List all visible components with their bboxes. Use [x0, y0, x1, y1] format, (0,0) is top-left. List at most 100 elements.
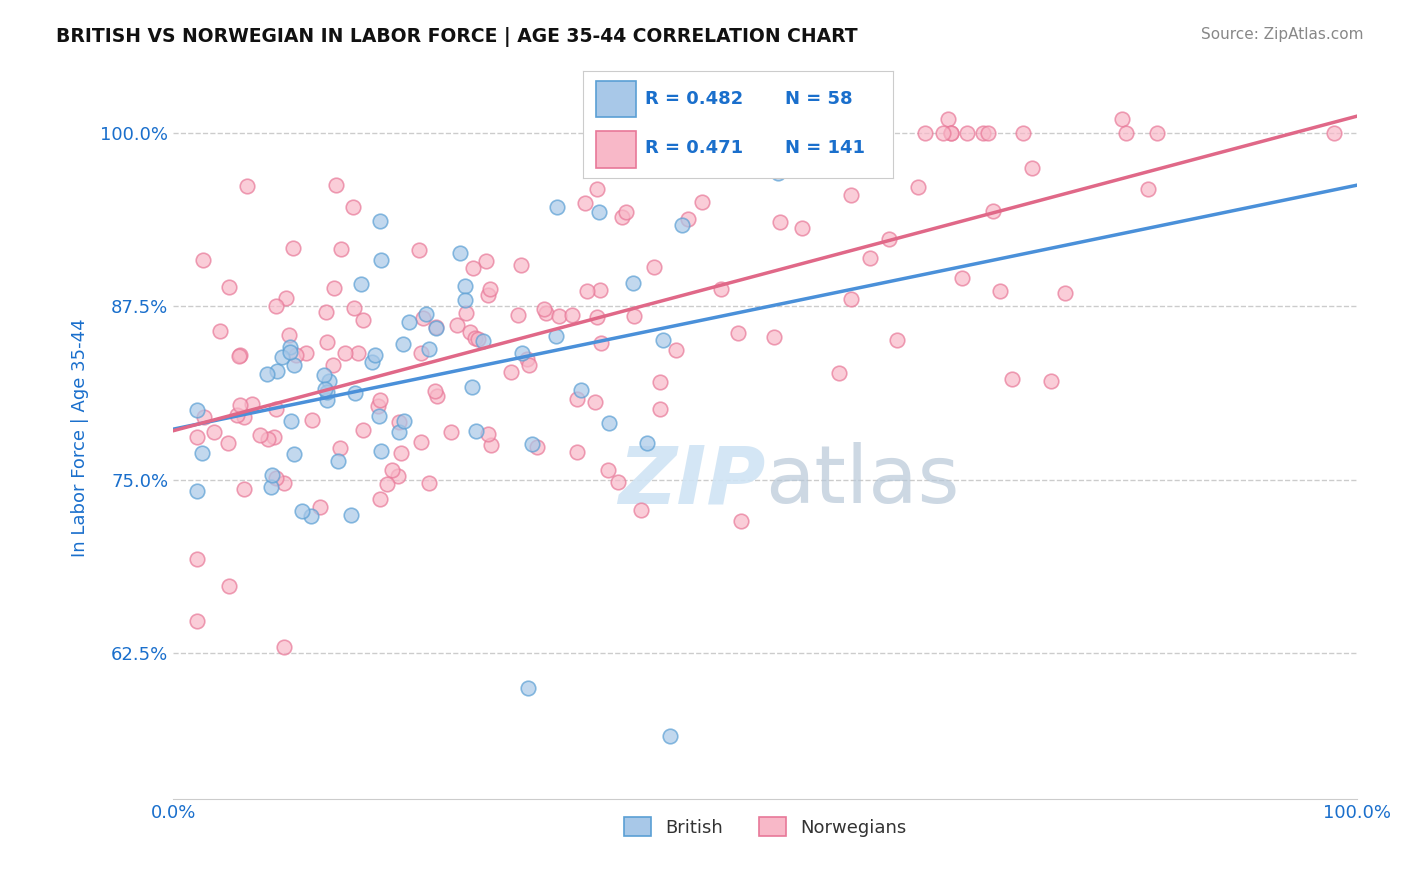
Point — [479, 438, 502, 452]
Point — [322, 358, 344, 372]
Point — [361, 355, 384, 369]
Text: Source: ZipAtlas.com: Source: ZipAtlas.com — [1201, 27, 1364, 42]
Point — [186, 483, 208, 498]
FancyBboxPatch shape — [596, 81, 636, 118]
Text: atlas: atlas — [765, 442, 959, 520]
Point — [769, 215, 792, 229]
Point — [818, 126, 841, 140]
Point — [202, 425, 225, 439]
Point — [565, 392, 588, 406]
Point — [229, 348, 252, 362]
Point — [636, 435, 658, 450]
Point — [392, 414, 415, 428]
Point — [586, 182, 609, 196]
Point — [650, 376, 672, 390]
Point — [763, 330, 786, 344]
Text: ZIP: ZIP — [617, 442, 765, 520]
Point — [273, 640, 295, 654]
Point — [477, 427, 499, 442]
Point — [368, 214, 391, 228]
Point — [1011, 126, 1033, 140]
Point — [352, 313, 374, 327]
Point — [546, 329, 568, 343]
Point — [790, 221, 813, 235]
Point — [648, 402, 671, 417]
Point — [257, 432, 280, 446]
Point — [295, 346, 318, 360]
Point — [598, 463, 620, 477]
Point — [283, 358, 305, 372]
Point — [859, 251, 882, 265]
Point — [344, 385, 367, 400]
Point — [517, 681, 540, 695]
Point — [516, 352, 538, 367]
Point — [461, 380, 484, 394]
Point — [408, 243, 430, 257]
Point — [956, 126, 979, 140]
Point — [343, 301, 366, 315]
Point — [415, 307, 437, 321]
Point — [574, 196, 596, 211]
Point — [309, 500, 332, 514]
Point — [534, 306, 557, 320]
Point — [347, 346, 370, 360]
Point — [281, 241, 304, 255]
Point — [389, 445, 412, 459]
Point — [458, 326, 481, 340]
Point — [325, 178, 347, 192]
Text: R = 0.471: R = 0.471 — [645, 139, 744, 157]
Point — [208, 324, 231, 338]
Point — [464, 331, 486, 345]
Point — [391, 337, 413, 351]
Text: BRITISH VS NORWEGIAN IN LABOR FORCE | AGE 35-44 CORRELATION CHART: BRITISH VS NORWEGIAN IN LABOR FORCE | AG… — [56, 27, 858, 46]
Legend: British, Norwegians: British, Norwegians — [616, 810, 914, 844]
Point — [1137, 182, 1160, 196]
FancyBboxPatch shape — [596, 131, 636, 168]
Point — [249, 428, 271, 442]
Point — [236, 178, 259, 193]
Point — [191, 253, 214, 268]
Point — [271, 351, 294, 365]
Point — [264, 470, 287, 484]
Point — [349, 277, 371, 291]
Point — [472, 334, 495, 348]
Point — [186, 552, 208, 566]
Point — [280, 340, 302, 354]
Point — [877, 232, 900, 246]
Point — [284, 348, 307, 362]
Point — [886, 333, 908, 347]
Point — [939, 126, 962, 140]
Point — [339, 508, 361, 523]
Point — [423, 384, 446, 398]
Point — [342, 200, 364, 214]
Point — [475, 254, 498, 268]
Point — [589, 335, 612, 350]
Point — [412, 310, 434, 325]
Point — [318, 374, 340, 388]
Point — [839, 293, 862, 307]
Point — [225, 408, 247, 422]
Point — [776, 126, 799, 140]
Point — [690, 194, 713, 209]
Point — [274, 291, 297, 305]
Point — [988, 284, 1011, 298]
Point — [1001, 372, 1024, 386]
Point — [218, 280, 240, 294]
Point — [630, 502, 652, 516]
Point — [623, 309, 645, 323]
Point — [322, 281, 344, 295]
Point — [190, 446, 212, 460]
Point — [316, 392, 339, 407]
Point — [727, 326, 749, 340]
Point — [316, 384, 339, 399]
Point — [449, 246, 471, 260]
Point — [1115, 126, 1137, 140]
Point — [591, 159, 613, 173]
Point — [263, 430, 285, 444]
Point — [464, 424, 486, 438]
Point — [981, 203, 1004, 218]
Point — [652, 333, 675, 347]
Point — [1111, 112, 1133, 126]
Point — [676, 211, 699, 226]
Point — [409, 346, 432, 360]
